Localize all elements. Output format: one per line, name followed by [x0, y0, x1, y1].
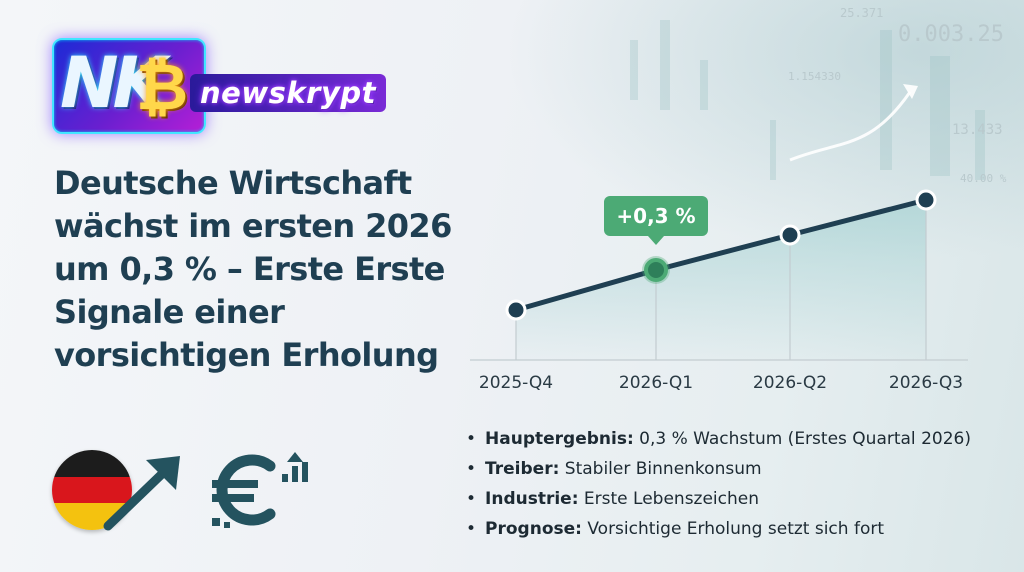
- highlight-label: +0,3 %: [616, 204, 695, 228]
- bullet-label: Prognose:: [485, 519, 582, 539]
- bullet-text: Stabiler Binnenkonsum: [559, 459, 762, 479]
- data-point: [644, 258, 668, 282]
- list-item: Industrie: Erste Lebenszeichen: [466, 484, 971, 514]
- logo-badge: NK ₿: [52, 38, 206, 134]
- bg-number: 40.00 %: [960, 172, 1007, 185]
- headline: Deutsche Wirtschaft wächst im ersten 202…: [54, 164, 452, 374]
- x-tick-label: 2026-Q1: [619, 373, 693, 393]
- x-tick-label: 2026-Q2: [753, 373, 827, 393]
- bullet-label: Industrie:: [485, 489, 579, 509]
- bullet-label: Hauptergebnis:: [485, 429, 634, 449]
- bullet-text: 0,3 % Wachstum (Erstes Quartal 2026): [633, 429, 971, 449]
- trend-up-arrow-icon: [103, 456, 180, 531]
- series-line: [513, 197, 929, 313]
- bg-number: 25.371: [840, 6, 884, 20]
- bullet-label: Treiber:: [485, 459, 560, 479]
- data-point: [505, 299, 527, 321]
- bullet-text: Vorsichtige Erholung setzt sich fort: [581, 519, 884, 539]
- highlight-label-pointer: [648, 236, 664, 245]
- x-tick-label: 2025-Q4: [479, 373, 553, 393]
- brand-name: newskrypt: [190, 74, 386, 112]
- background-glow: [504, 0, 1024, 260]
- logo-letters: NK: [60, 42, 167, 124]
- list-item: Hauptergebnis: 0,3 % Wachstum (Erstes Qu…: [466, 424, 971, 454]
- brand-logo: NK ₿ newskrypt: [52, 38, 386, 134]
- bullet-text: Erste Lebenszeichen: [578, 489, 760, 509]
- bg-number: 0.003.25: [898, 22, 1004, 47]
- list-item: Prognose: Vorsichtige Erholung setzt sic…: [466, 514, 971, 544]
- data-point: [779, 224, 801, 246]
- bg-number: 1.154330: [788, 70, 841, 83]
- chart-area: [516, 200, 926, 360]
- data-point: [915, 189, 937, 211]
- gdp-line-chart: +0,3 % 2025-Q4 2026-Q1 2026-Q2 2026-Q3: [470, 189, 968, 393]
- euro-growth-icon: [212, 452, 308, 528]
- bitcoin-icon: ₿: [136, 51, 189, 125]
- key-facts-list: Hauptergebnis: 0,3 % Wachstum (Erstes Qu…: [466, 424, 971, 544]
- highlight-label-box: [604, 196, 708, 236]
- bg-number: 13.433: [952, 122, 1003, 138]
- list-item: Treiber: Stabiler Binnenkonsum: [466, 454, 971, 484]
- x-tick-label: 2026-Q3: [889, 373, 963, 393]
